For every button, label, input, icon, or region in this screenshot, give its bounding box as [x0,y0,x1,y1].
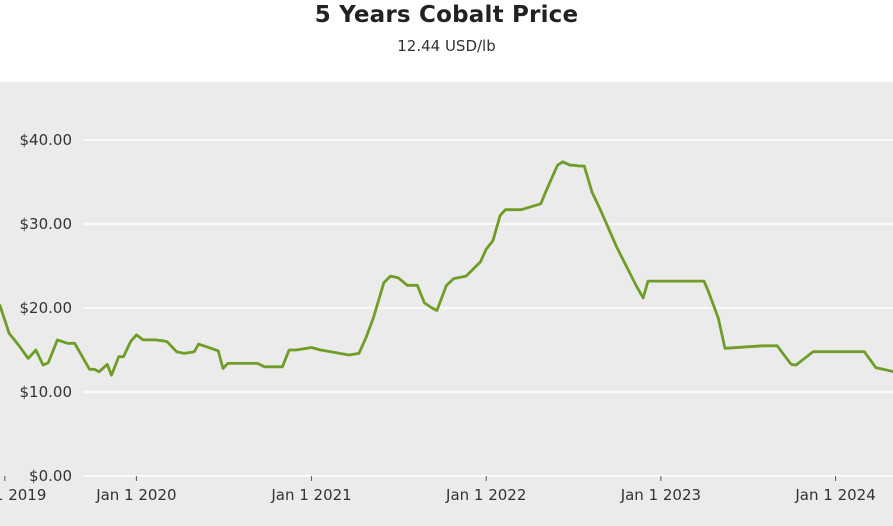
chart-subtitle: 12.44 USD/lb [397,37,496,55]
x-axis: Apr 1 2019 Jan 1 2020 Jan 1 2021 Jan 1 2022… [0,476,876,504]
plot-area [0,82,893,526]
y-tick-label: $20.00 [20,299,73,317]
x-tick-label: Jan 1 2023 [620,486,701,504]
x-tick-label: Apr 1 2019 [0,486,46,504]
y-tick-label: $40.00 [20,131,73,149]
x-tick-label: Jan 1 2021 [270,486,351,504]
series-layer [0,160,893,377]
x-tick-label: Jan 1 2022 [445,486,526,504]
y-tick-label: $30.00 [20,215,73,233]
y-axis: $0.00 $10.00 $20.00 $30.00 $40.00 [20,131,73,485]
y-tick-label: $10.00 [20,383,73,401]
x-tick-label: Jan 1 2020 [95,486,176,504]
grid-lines [84,139,893,477]
x-tick-label: Jan 1 2024 [794,486,875,504]
series-line-cobalt-price [0,160,893,377]
y-tick-label: $0.00 [29,467,72,485]
chart-title: 5 Years Cobalt Price [314,2,579,28]
